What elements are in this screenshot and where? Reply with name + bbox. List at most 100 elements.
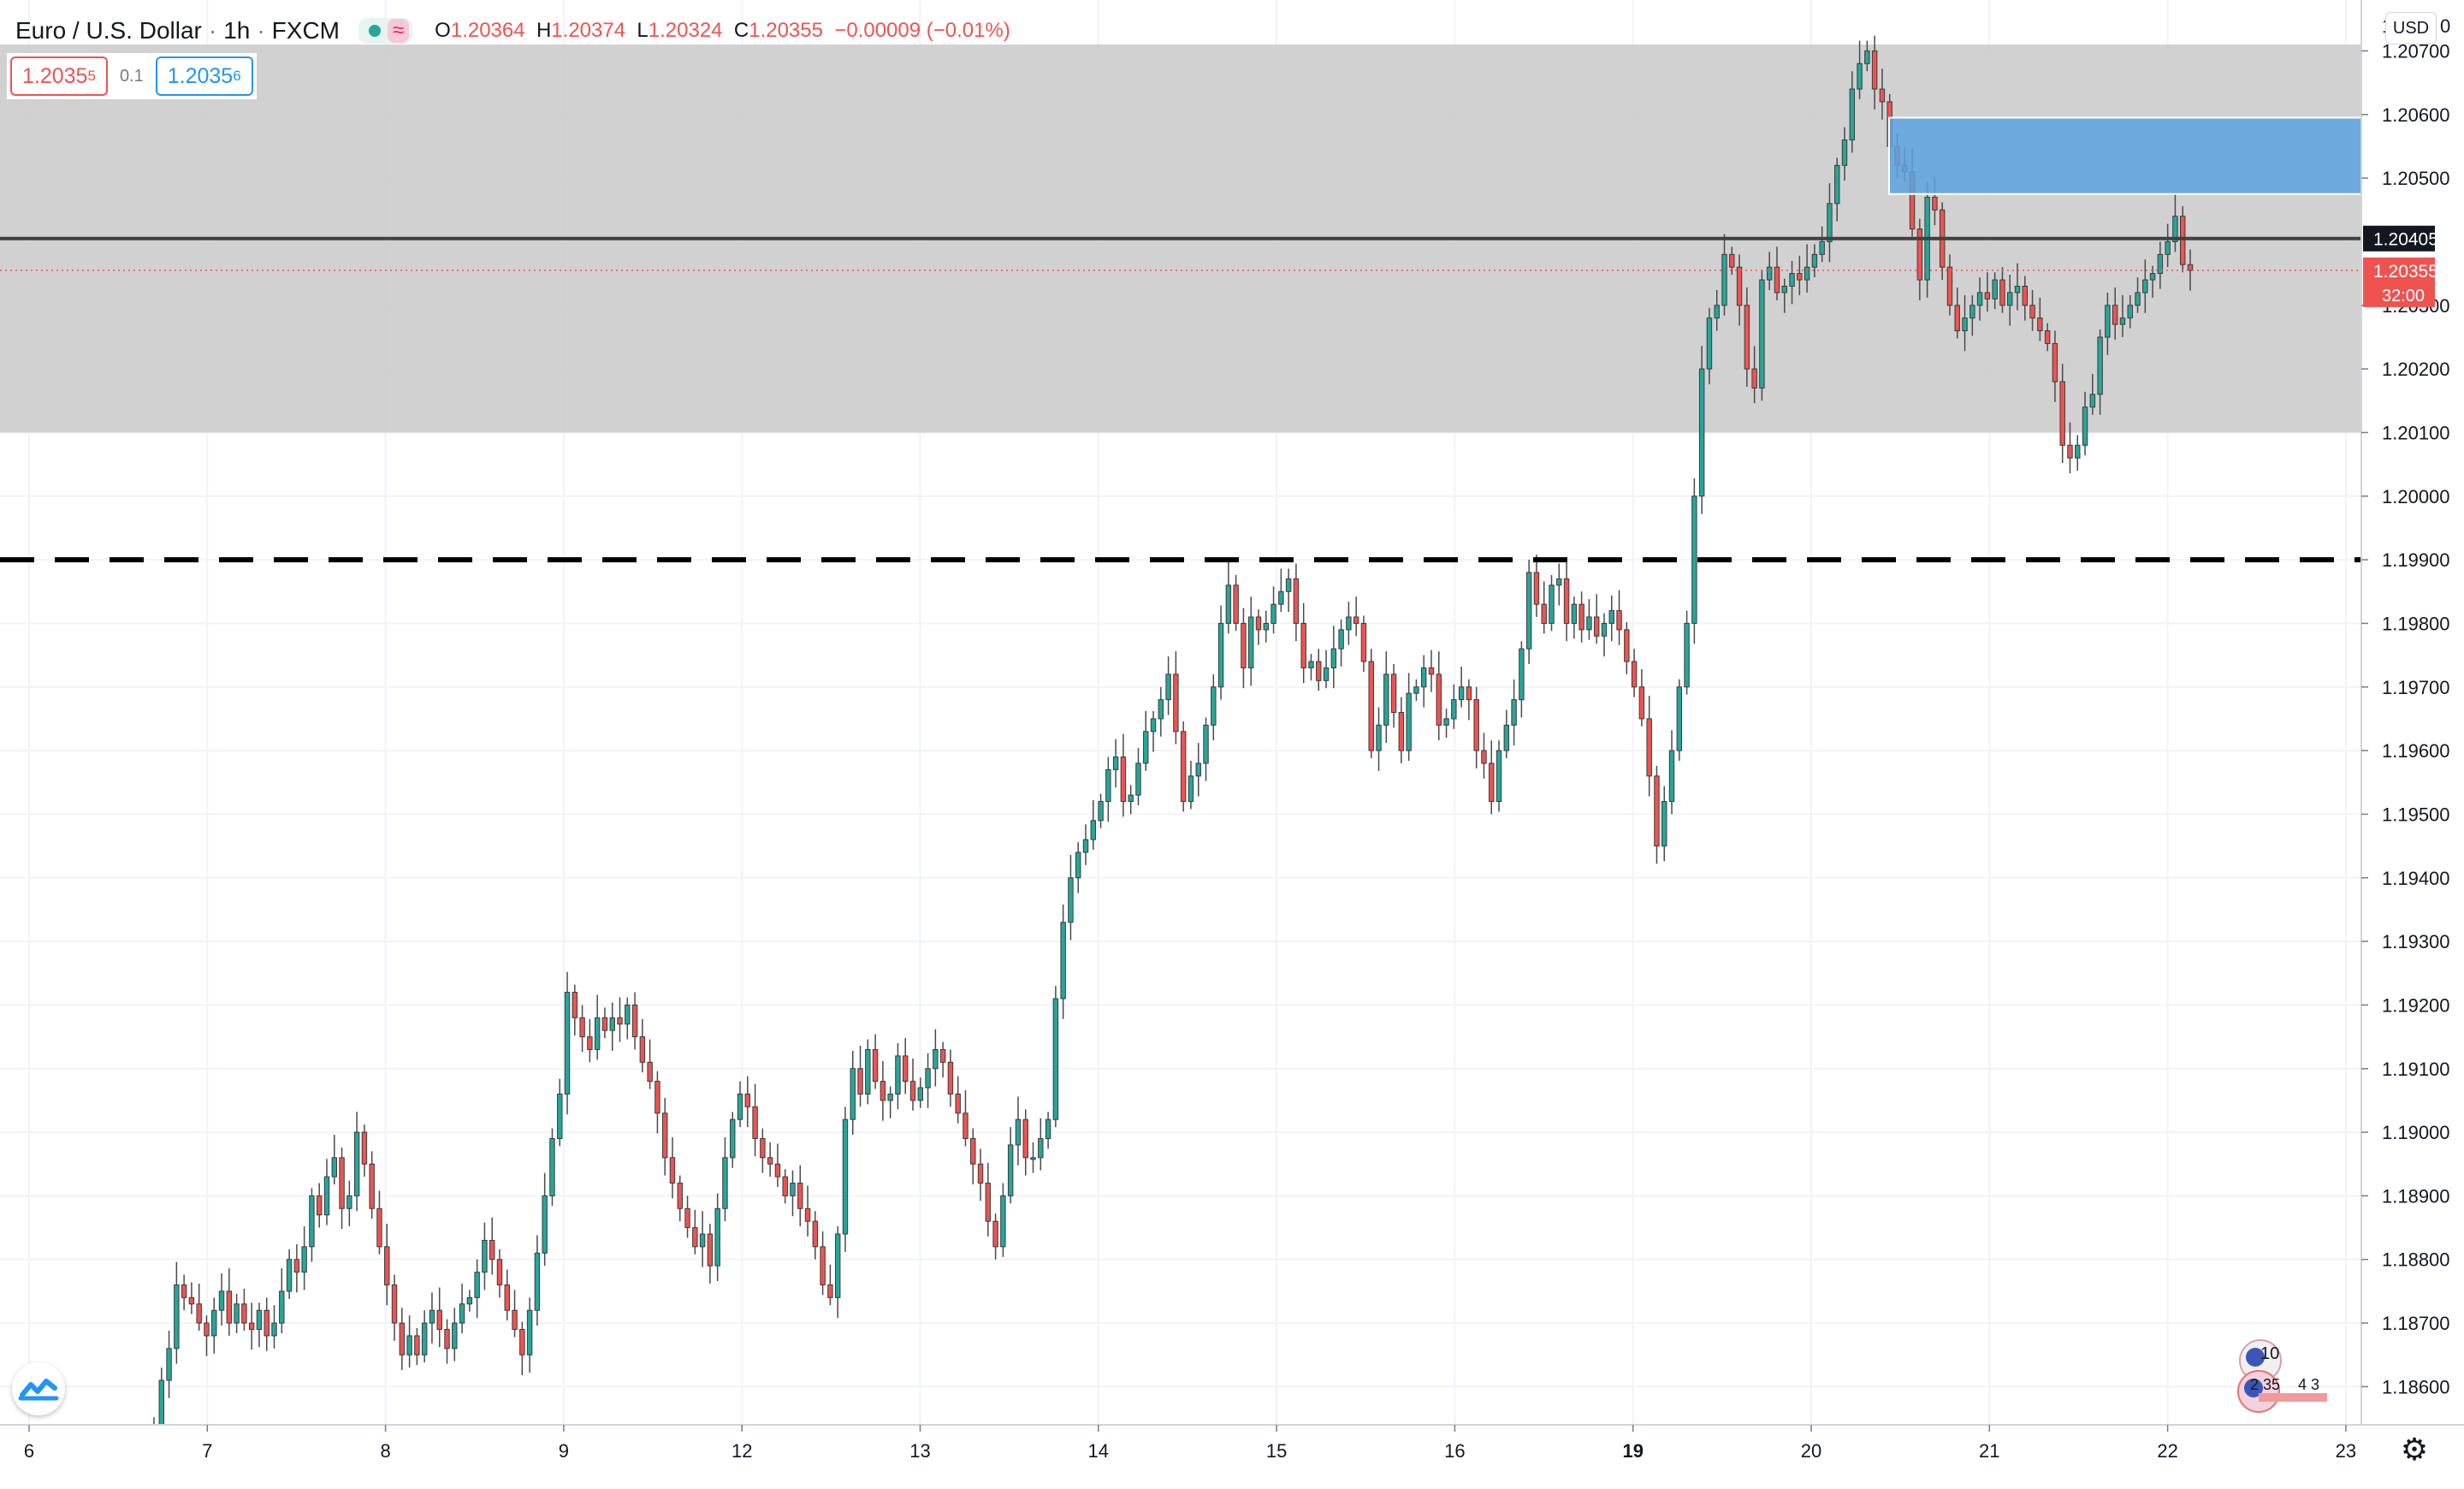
candle [865,1048,871,1095]
candle [1691,495,1697,624]
bar-countdown-label: 32:00 [2382,287,2425,306]
interval-label[interactable]: 1h [223,17,251,44]
economic-events-icon[interactable]: 10 2 35 4 3 [2224,1337,2336,1422]
candle [692,1227,698,1248]
candle [625,1004,631,1025]
time-axis-label: 15 [1266,1440,1287,1462]
candle [1999,279,2005,306]
time-axis-label: 7 [202,1440,212,1462]
candle [2105,305,2111,338]
currency-button[interactable]: USD [2385,12,2437,44]
candle [1038,1138,1044,1159]
candle [1120,756,1127,803]
candle [414,1335,420,1356]
candle [1533,572,1540,605]
candle [1195,762,1201,777]
candle [955,1093,961,1114]
candle [526,1309,533,1356]
tradingview-logo-icon[interactable] [12,1362,65,1415]
candle [391,1284,398,1324]
candle [1797,273,1803,281]
candle [1608,610,1614,624]
candle [549,1138,555,1196]
symbol-name[interactable]: Euro / U.S. Dollar [15,17,202,44]
time-axis-label: 16 [1444,1440,1465,1462]
candle [331,1157,337,1178]
candle [301,1246,307,1273]
price-axis-label: 1.20600 [2382,104,2450,126]
candle [1586,616,1592,631]
candle [1525,572,1532,650]
candle [1624,629,1630,662]
candle [992,1220,998,1248]
candle [962,1112,968,1140]
time-axis-area[interactable] [0,1425,2464,1489]
candle [1368,661,1374,751]
candle [226,1290,233,1324]
trade-quotes: 1.2035 5 0.1 1.2035 6 [7,53,257,99]
candle [601,1017,608,1031]
candle [1030,1157,1036,1160]
candle [1466,686,1472,701]
candle [1503,724,1510,751]
candle [399,1322,406,1356]
candle [557,1093,563,1140]
candle [293,1259,300,1273]
spread-value: 0.1 [119,66,144,86]
candle [737,1093,743,1120]
candle [234,1303,240,1324]
candle [970,1138,976,1165]
ohlc-values: O1.20364 H1.20374 L1.20324 C1.20355 −0.0… [435,19,1010,43]
candle [2007,292,2013,306]
price-axis-label: 1.20000 [2382,486,2450,507]
candle [1593,616,1600,637]
candle [1458,686,1465,701]
candle [572,992,578,1018]
candle [820,1246,826,1285]
price-axis-label: 1.20200 [2382,359,2450,380]
horizontal-line-price-label: 1.20405 [2373,230,2438,250]
sell-button[interactable]: 1.2035 5 [10,56,108,96]
candle [1112,756,1119,770]
last-price-badge [2363,257,2435,307]
candle [1413,686,1419,694]
gear-icon[interactable]: ⚙ [2400,1432,2429,1467]
candle [917,1087,924,1101]
price-axis-label: 1.19000 [2382,1122,2450,1143]
candle [2172,216,2178,242]
candle [594,1017,601,1050]
candle [1353,616,1359,624]
candle [797,1183,803,1209]
candle [376,1207,382,1248]
buy-button[interactable]: 1.2035 6 [155,56,253,96]
candle [872,1048,879,1083]
candle [1068,877,1074,923]
price-axis-label: 1.18700 [2382,1313,2450,1334]
high-value: 1.20374 [551,19,626,42]
candle [1578,603,1584,631]
candle [1916,228,1923,281]
candle [939,1048,946,1063]
time-axis-label: 19 [1622,1440,1643,1462]
exchange-label[interactable]: FXCM [271,17,340,44]
candle [1300,622,1306,668]
candle [204,1322,210,1337]
market-status[interactable]: ≈ [358,18,413,44]
candle [1045,1118,1051,1140]
candle [684,1207,690,1229]
candle [1443,718,1449,726]
candle [1105,768,1111,803]
candle [196,1303,202,1324]
candle [2089,394,2096,408]
demand-zone-rectangle[interactable] [1888,116,2362,195]
candle [1841,139,1848,166]
candle [1180,731,1187,803]
candle [1781,285,1787,294]
change-value: −0.00009 (−0.01%) [834,19,1010,42]
time-axis-label: 12 [732,1440,752,1462]
candle [880,1081,886,1101]
candle [947,1061,954,1095]
candle [617,1017,623,1025]
candle [2067,444,2073,459]
